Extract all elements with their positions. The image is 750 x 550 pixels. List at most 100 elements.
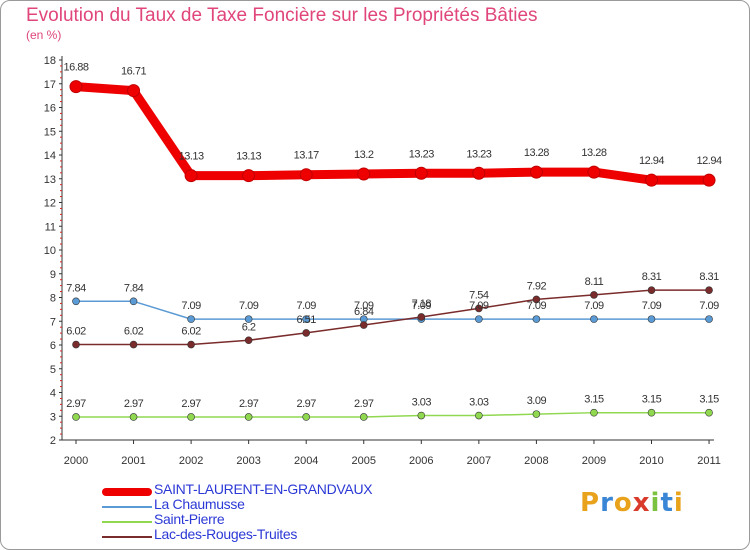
data-point — [647, 408, 656, 417]
data-label: 7.54 — [469, 289, 489, 301]
series-saint-laurent-en-grandvaux — [69, 80, 716, 187]
data-label: 8.11 — [585, 276, 604, 288]
x-tick-label: 2001 — [121, 455, 145, 467]
data-label: 2.97 — [239, 398, 259, 410]
data-point — [184, 169, 198, 183]
proxiti-logo: Proxiti — [580, 488, 684, 518]
y-tick-label: 16 — [44, 103, 56, 115]
data-point — [129, 413, 138, 421]
data-label: 6.02 — [66, 326, 86, 338]
x-tick-label: 2010 — [639, 455, 663, 467]
data-point — [705, 315, 713, 323]
y-tick-label: 13 — [44, 174, 56, 186]
y-tick-label: 18 — [44, 55, 56, 67]
data-label: 3.03 — [412, 397, 432, 409]
legend-label-saint-pierre: Saint-Pierre — [154, 511, 225, 527]
data-point — [359, 321, 368, 329]
data-label: 3.15 — [642, 394, 662, 406]
legend-swatch-saint-laurent — [102, 488, 152, 496]
series-line — [75, 289, 710, 346]
data-point — [242, 169, 256, 183]
data-label: 3.03 — [469, 397, 489, 409]
data-point — [359, 413, 368, 421]
legend-swatch-saint-pierre — [102, 521, 152, 523]
data-label: 7.84 — [124, 282, 144, 294]
data-label: 2.97 — [296, 398, 316, 410]
chart-title: Evolution du Taux de Taxe Foncière sur l… — [26, 5, 538, 26]
data-point — [244, 413, 253, 421]
data-point — [647, 315, 656, 323]
data-label: 7.09 — [181, 300, 201, 312]
y-tick-label: 7 — [50, 316, 56, 328]
data-point — [472, 166, 486, 180]
data-point — [129, 340, 138, 349]
y-tick-label: 9 — [50, 269, 56, 281]
x-tick-label: 2000 — [64, 455, 88, 467]
data-label: 13.23 — [466, 148, 491, 160]
x-tick-label: 2008 — [524, 455, 548, 467]
data-point — [357, 167, 371, 181]
series-line — [71, 82, 714, 185]
data-point — [417, 313, 426, 321]
data-label: 13.28 — [524, 147, 549, 159]
data-label: 7.92 — [527, 280, 547, 292]
data-label: 13.13 — [179, 151, 204, 163]
data-label: 7.09 — [527, 300, 547, 312]
data-point — [645, 173, 658, 187]
data-label: 7.84 — [66, 282, 86, 294]
y-tick-label: 11 — [45, 221, 56, 233]
data-label: 6.02 — [124, 326, 144, 338]
x-tick-label: 2009 — [582, 455, 606, 467]
legend-label-saint-laurent: SAINT-LAURENT-EN-GRANDVAUX — [154, 481, 373, 497]
y-tick-label: 6 — [50, 340, 56, 352]
data-label: 13.23 — [409, 148, 434, 160]
y-tick-label: 3 — [50, 411, 56, 423]
data-label: 3.15 — [699, 394, 719, 406]
data-label: 7.09 — [412, 300, 432, 312]
data-label: 7.09 — [642, 300, 662, 312]
data-point — [72, 413, 80, 421]
data-label: 7.09 — [584, 300, 604, 312]
data-point — [302, 329, 311, 337]
data-point — [647, 286, 656, 294]
legend-label-la-chaumusse: La Chaumusse — [154, 496, 245, 512]
data-point — [187, 413, 195, 421]
legend-label-lac-des-rouges-truites: Lac-des-Rouges-Truites — [154, 526, 298, 542]
data-point — [590, 315, 598, 323]
data-label: 8.31 — [699, 271, 719, 283]
x-tick-label: 2002 — [179, 455, 203, 467]
data-point — [69, 80, 83, 94]
y-tick-label: 10 — [44, 245, 56, 257]
data-point — [475, 411, 483, 420]
data-point — [702, 173, 716, 187]
data-label: 12.94 — [639, 155, 664, 167]
data-point — [532, 295, 541, 304]
x-tick-label: 2007 — [467, 455, 491, 467]
data-point — [590, 291, 598, 299]
data-point — [244, 315, 253, 323]
data-point — [129, 297, 138, 306]
legend-swatch-lac-des-rouges-truites — [102, 536, 152, 538]
series-line — [75, 300, 710, 320]
data-point — [414, 166, 428, 180]
y-tick-label: 12 — [44, 198, 56, 210]
data-point — [302, 413, 311, 421]
data-label: 3.15 — [584, 394, 604, 406]
x-tick-label: 2011 — [697, 455, 721, 467]
data-label: 7.18 — [412, 298, 432, 310]
y-tick-label: 4 — [50, 388, 56, 400]
data-label: 8.31 — [642, 271, 662, 283]
data-point — [72, 297, 80, 306]
data-label: 3.09 — [527, 395, 547, 407]
data-label: 2.97 — [181, 398, 201, 410]
data-point — [244, 336, 253, 345]
unit-label: (en %) — [26, 28, 62, 42]
data-point — [532, 315, 541, 323]
x-tick-label: 2006 — [409, 455, 433, 467]
data-label: 7.09 — [354, 300, 374, 312]
data-point — [705, 408, 713, 417]
series-lac-des-rouges-truites — [72, 286, 713, 349]
data-point — [590, 408, 598, 417]
data-label: 6.84 — [354, 306, 374, 318]
